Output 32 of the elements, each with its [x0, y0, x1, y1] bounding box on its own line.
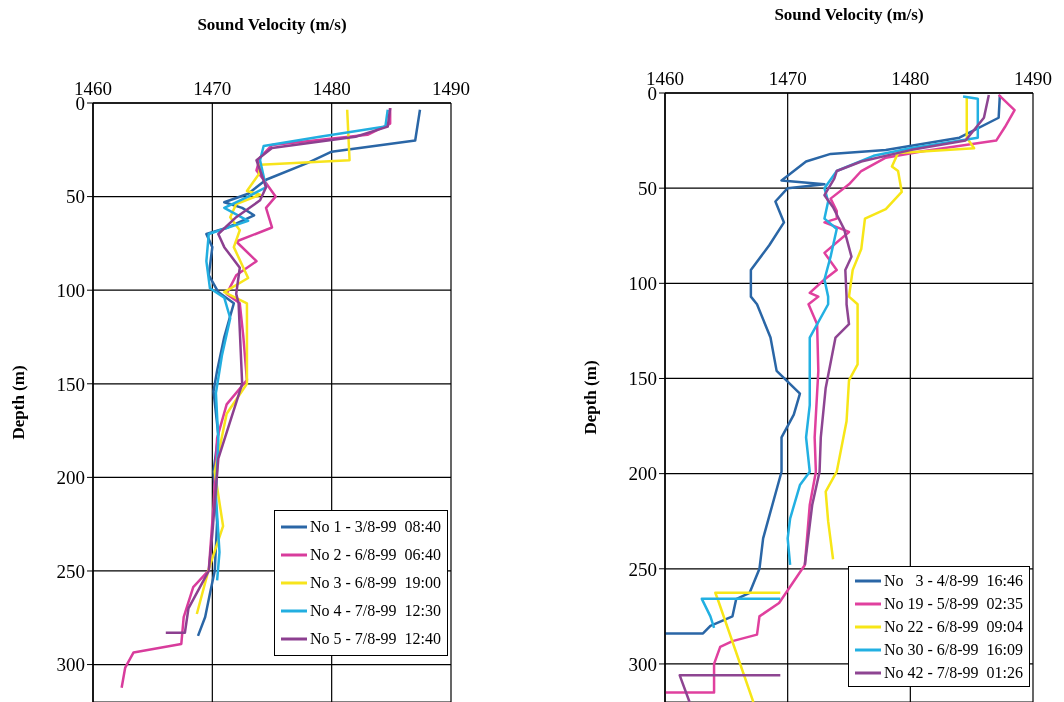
legend-label: No 3 - 4/8-99 16:46 — [883, 571, 1023, 591]
legend-label: No 3 - 6/8-99 19:00 — [309, 573, 441, 593]
x-tick-label: 1480 — [891, 68, 930, 89]
y-axis-title: Depth (m) — [581, 360, 601, 435]
y-tick-label: 300 — [56, 654, 85, 676]
x-tick-label: 1490 — [1014, 68, 1052, 89]
y-tick-label: 50 — [638, 177, 657, 199]
legend-label: No 2 - 6/8-99 06:40 — [309, 545, 441, 565]
y-tick-label: 300 — [628, 653, 657, 675]
y-tick-label: 200 — [628, 463, 657, 485]
legend-label: No 5 - 7/8-99 12:40 — [309, 629, 441, 649]
y-tick-label: 100 — [628, 273, 657, 295]
legend-label: No 19 - 5/8-99 02:35 — [883, 594, 1023, 614]
x-tick-label: 1470 — [768, 68, 807, 89]
y-tick-label: 150 — [628, 368, 657, 390]
x-tick-label: 1490 — [432, 78, 470, 99]
y-tick-label: 100 — [56, 279, 85, 301]
y-tick-label: 250 — [628, 558, 657, 580]
legend-label: No 4 - 7/8-99 12:30 — [309, 601, 441, 621]
x-axis-title: Sound Velocity (m/s) — [197, 15, 347, 35]
y-tick-label: 150 — [56, 373, 85, 395]
legend-label: No 1 - 3/8-99 08:40 — [309, 517, 441, 537]
y-tick-label: 50 — [66, 186, 85, 208]
legend-label: No 30 - 6/8-99 16:09 — [883, 640, 1023, 660]
x-axis-title: Sound Velocity (m/s) — [774, 5, 924, 25]
legend-label: No 42 - 7/8-99 01:26 — [883, 663, 1023, 683]
x-tick-label: 1470 — [193, 78, 232, 99]
x-tick-label: 1480 — [312, 78, 351, 99]
y-tick-label: 200 — [56, 467, 85, 489]
y-axis-title: Depth (m) — [9, 365, 29, 440]
y-tick-label: 250 — [56, 560, 85, 582]
legend-label: No 22 - 6/8-99 09:04 — [883, 617, 1023, 637]
